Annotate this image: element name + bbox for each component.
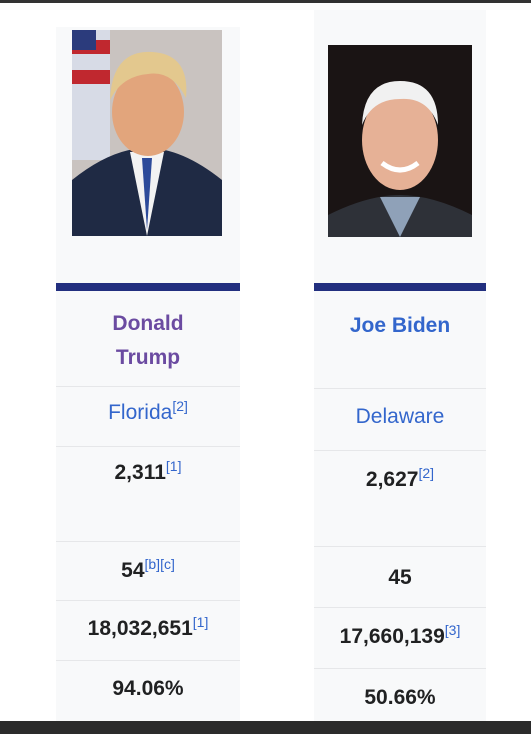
- contests-won: 54: [121, 559, 145, 582]
- citation[interactable]: [1]: [192, 614, 209, 630]
- header-stripe: [56, 283, 240, 291]
- delegate-count: 2,627: [365, 468, 419, 491]
- vote-percentage-cell: 94.06%: [56, 660, 240, 721]
- citation[interactable]: [2]: [418, 465, 435, 481]
- header-stripe: [314, 283, 486, 291]
- vote-percentage: 50.66%: [364, 686, 436, 709]
- citation[interactable]: [3]: [444, 622, 461, 638]
- vote-percentage: 94.06%: [112, 677, 184, 700]
- home-state-cell: Florida[2]: [56, 386, 240, 446]
- candidate-name-cell: Joe Biden: [314, 291, 486, 388]
- citation[interactable]: [2]: [172, 398, 188, 414]
- contests-won-cell: 54[b][c]: [56, 541, 240, 600]
- top-border: [0, 0, 531, 3]
- citation[interactable]: [1]: [165, 458, 182, 474]
- candidate-photo: [328, 45, 472, 237]
- popular-vote-cell: 17,660,139[3]: [314, 607, 486, 668]
- candidate-photo: [72, 30, 222, 236]
- candidate-column: Donald Trump Florida[2] 2,311[1] 54[b][c] 18…: [56, 27, 240, 721]
- delegate-count: 2,311: [114, 461, 166, 484]
- delegate-count-cell: 2,311[1]: [56, 446, 240, 541]
- candidate-name-cell: Donald Trump: [56, 291, 240, 386]
- popular-vote: 18,032,651: [87, 617, 193, 640]
- candidate-column: Joe Biden Delaware 2,627[2] 45 17,660,139[3]…: [314, 10, 486, 721]
- popular-vote-cell: 18,032,651[1]: [56, 600, 240, 660]
- candidate-name[interactable]: Donald Trump: [112, 312, 184, 369]
- candidate-name[interactable]: Joe Biden: [349, 314, 451, 337]
- home-state-cell: Delaware: [314, 388, 486, 450]
- bottom-bar: [0, 721, 531, 734]
- citation[interactable]: [b][c]: [144, 556, 175, 572]
- contests-won-cell: 45: [314, 546, 486, 607]
- popular-vote: 17,660,139: [339, 625, 445, 648]
- home-state[interactable]: Delaware: [355, 405, 445, 428]
- home-state[interactable]: Florida: [108, 401, 173, 424]
- vote-percentage-cell: 50.66%: [314, 668, 486, 721]
- contests-won: 45: [388, 566, 412, 589]
- delegate-count-cell: 2,627[2]: [314, 450, 486, 546]
